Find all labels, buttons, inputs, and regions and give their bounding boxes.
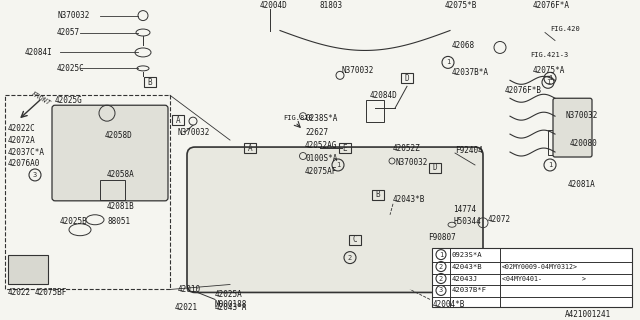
Text: 42072A: 42072A (8, 136, 36, 145)
Text: F90807: F90807 (428, 233, 456, 242)
Text: 42081A: 42081A (568, 180, 596, 189)
Text: 22627: 22627 (305, 128, 328, 137)
Text: FRONT: FRONT (30, 91, 51, 106)
Text: A421001241: A421001241 (565, 310, 611, 319)
Text: 3: 3 (33, 172, 37, 178)
Text: 42025A: 42025A (215, 290, 243, 299)
Bar (548, 130, 568, 155)
Text: A: A (176, 116, 180, 125)
Text: 1: 1 (548, 75, 552, 81)
Text: FIG.420: FIG.420 (550, 26, 580, 32)
Text: 42043J: 42043J (452, 276, 478, 282)
Text: N370032: N370032 (342, 66, 374, 75)
Text: FIG.810: FIG.810 (283, 115, 313, 121)
Text: 1: 1 (439, 252, 443, 258)
Text: 1: 1 (546, 79, 550, 85)
Text: 42081B: 42081B (107, 202, 135, 211)
Text: 42072: 42072 (488, 215, 511, 224)
Text: C: C (353, 235, 357, 244)
Text: 42084I: 42084I (25, 48, 52, 57)
Text: D: D (404, 74, 410, 83)
Text: A: A (248, 144, 252, 153)
FancyBboxPatch shape (187, 147, 483, 292)
Text: 2: 2 (439, 276, 443, 282)
Text: 42076F*A: 42076F*A (533, 1, 570, 10)
Bar (100, 180, 125, 200)
Bar (144, 77, 156, 87)
Text: B: B (376, 190, 380, 199)
Text: 3: 3 (439, 287, 443, 293)
Text: N370032: N370032 (57, 11, 90, 20)
Text: 42052Z: 42052Z (393, 144, 420, 153)
Text: 42043*B: 42043*B (393, 195, 426, 204)
Bar (244, 143, 256, 153)
Text: 42068: 42068 (452, 41, 475, 50)
Text: <02MY0009-04MY0312>: <02MY0009-04MY0312> (502, 264, 578, 269)
Text: 14774: 14774 (453, 205, 476, 214)
Text: 42004*B: 42004*B (433, 300, 465, 309)
Text: 420080: 420080 (570, 139, 598, 148)
Text: F92404: F92404 (455, 146, 483, 155)
Text: 42057: 42057 (57, 28, 80, 37)
Text: 1: 1 (548, 162, 552, 168)
Text: 88051: 88051 (107, 217, 130, 226)
Text: 0238S*A: 0238S*A (305, 114, 337, 123)
Text: 42004D: 42004D (260, 1, 288, 10)
Text: 81803: 81803 (320, 1, 343, 10)
Text: 42076F*B: 42076F*B (505, 86, 542, 95)
Text: B: B (148, 78, 152, 87)
Text: 42025C: 42025C (57, 64, 84, 73)
Text: N370032: N370032 (566, 111, 598, 120)
Text: 0923S*A: 0923S*A (452, 252, 483, 258)
Text: 42022C: 42022C (8, 124, 36, 132)
Text: 1: 1 (336, 162, 340, 168)
Bar (401, 73, 413, 83)
Text: FIG.421-3: FIG.421-3 (530, 52, 568, 59)
Text: 42037B*F: 42037B*F (452, 287, 487, 293)
Text: 2: 2 (348, 255, 352, 260)
Text: 42043*A: 42043*A (215, 303, 248, 312)
Text: 42058D: 42058D (105, 131, 132, 140)
Text: 42052AG: 42052AG (305, 140, 337, 149)
Text: 42021: 42021 (175, 303, 198, 312)
Text: 42010: 42010 (178, 285, 201, 294)
Bar (366, 100, 384, 122)
Text: 42037B*A: 42037B*A (452, 68, 489, 77)
Bar (432, 248, 632, 308)
Text: 42037C*A: 42037C*A (8, 148, 45, 156)
Text: 42075*B: 42075*B (445, 1, 477, 10)
Bar (372, 190, 384, 200)
Text: 42022: 42022 (8, 288, 31, 297)
Text: 42075AF: 42075AF (305, 167, 337, 176)
Bar (339, 143, 351, 153)
Bar (349, 235, 361, 245)
Text: 42075*A: 42075*A (533, 66, 565, 75)
Text: 42084D: 42084D (370, 91, 397, 100)
Bar (172, 115, 184, 125)
Text: <04MY0401-          >: <04MY0401- > (502, 276, 586, 282)
Bar (5, 95, 170, 290)
Text: 42025G: 42025G (55, 96, 83, 105)
Text: 42025B: 42025B (60, 217, 88, 226)
Bar (8, 255, 48, 284)
Text: E: E (342, 144, 348, 153)
Text: H50344: H50344 (453, 217, 481, 226)
Text: 0100S*A: 0100S*A (305, 154, 337, 163)
Text: 42076A0: 42076A0 (8, 159, 40, 169)
Text: 42075BF: 42075BF (35, 288, 67, 297)
Text: N370032: N370032 (395, 158, 428, 167)
Text: 1: 1 (446, 60, 450, 65)
Text: N370032: N370032 (178, 128, 211, 137)
Text: 2: 2 (439, 264, 443, 269)
Text: 42043*B: 42043*B (452, 264, 483, 269)
Text: D: D (433, 164, 437, 172)
FancyBboxPatch shape (52, 105, 168, 201)
FancyBboxPatch shape (553, 98, 592, 157)
Bar (429, 163, 441, 173)
Text: 42058A: 42058A (107, 171, 135, 180)
Text: M000188: M000188 (215, 300, 248, 309)
